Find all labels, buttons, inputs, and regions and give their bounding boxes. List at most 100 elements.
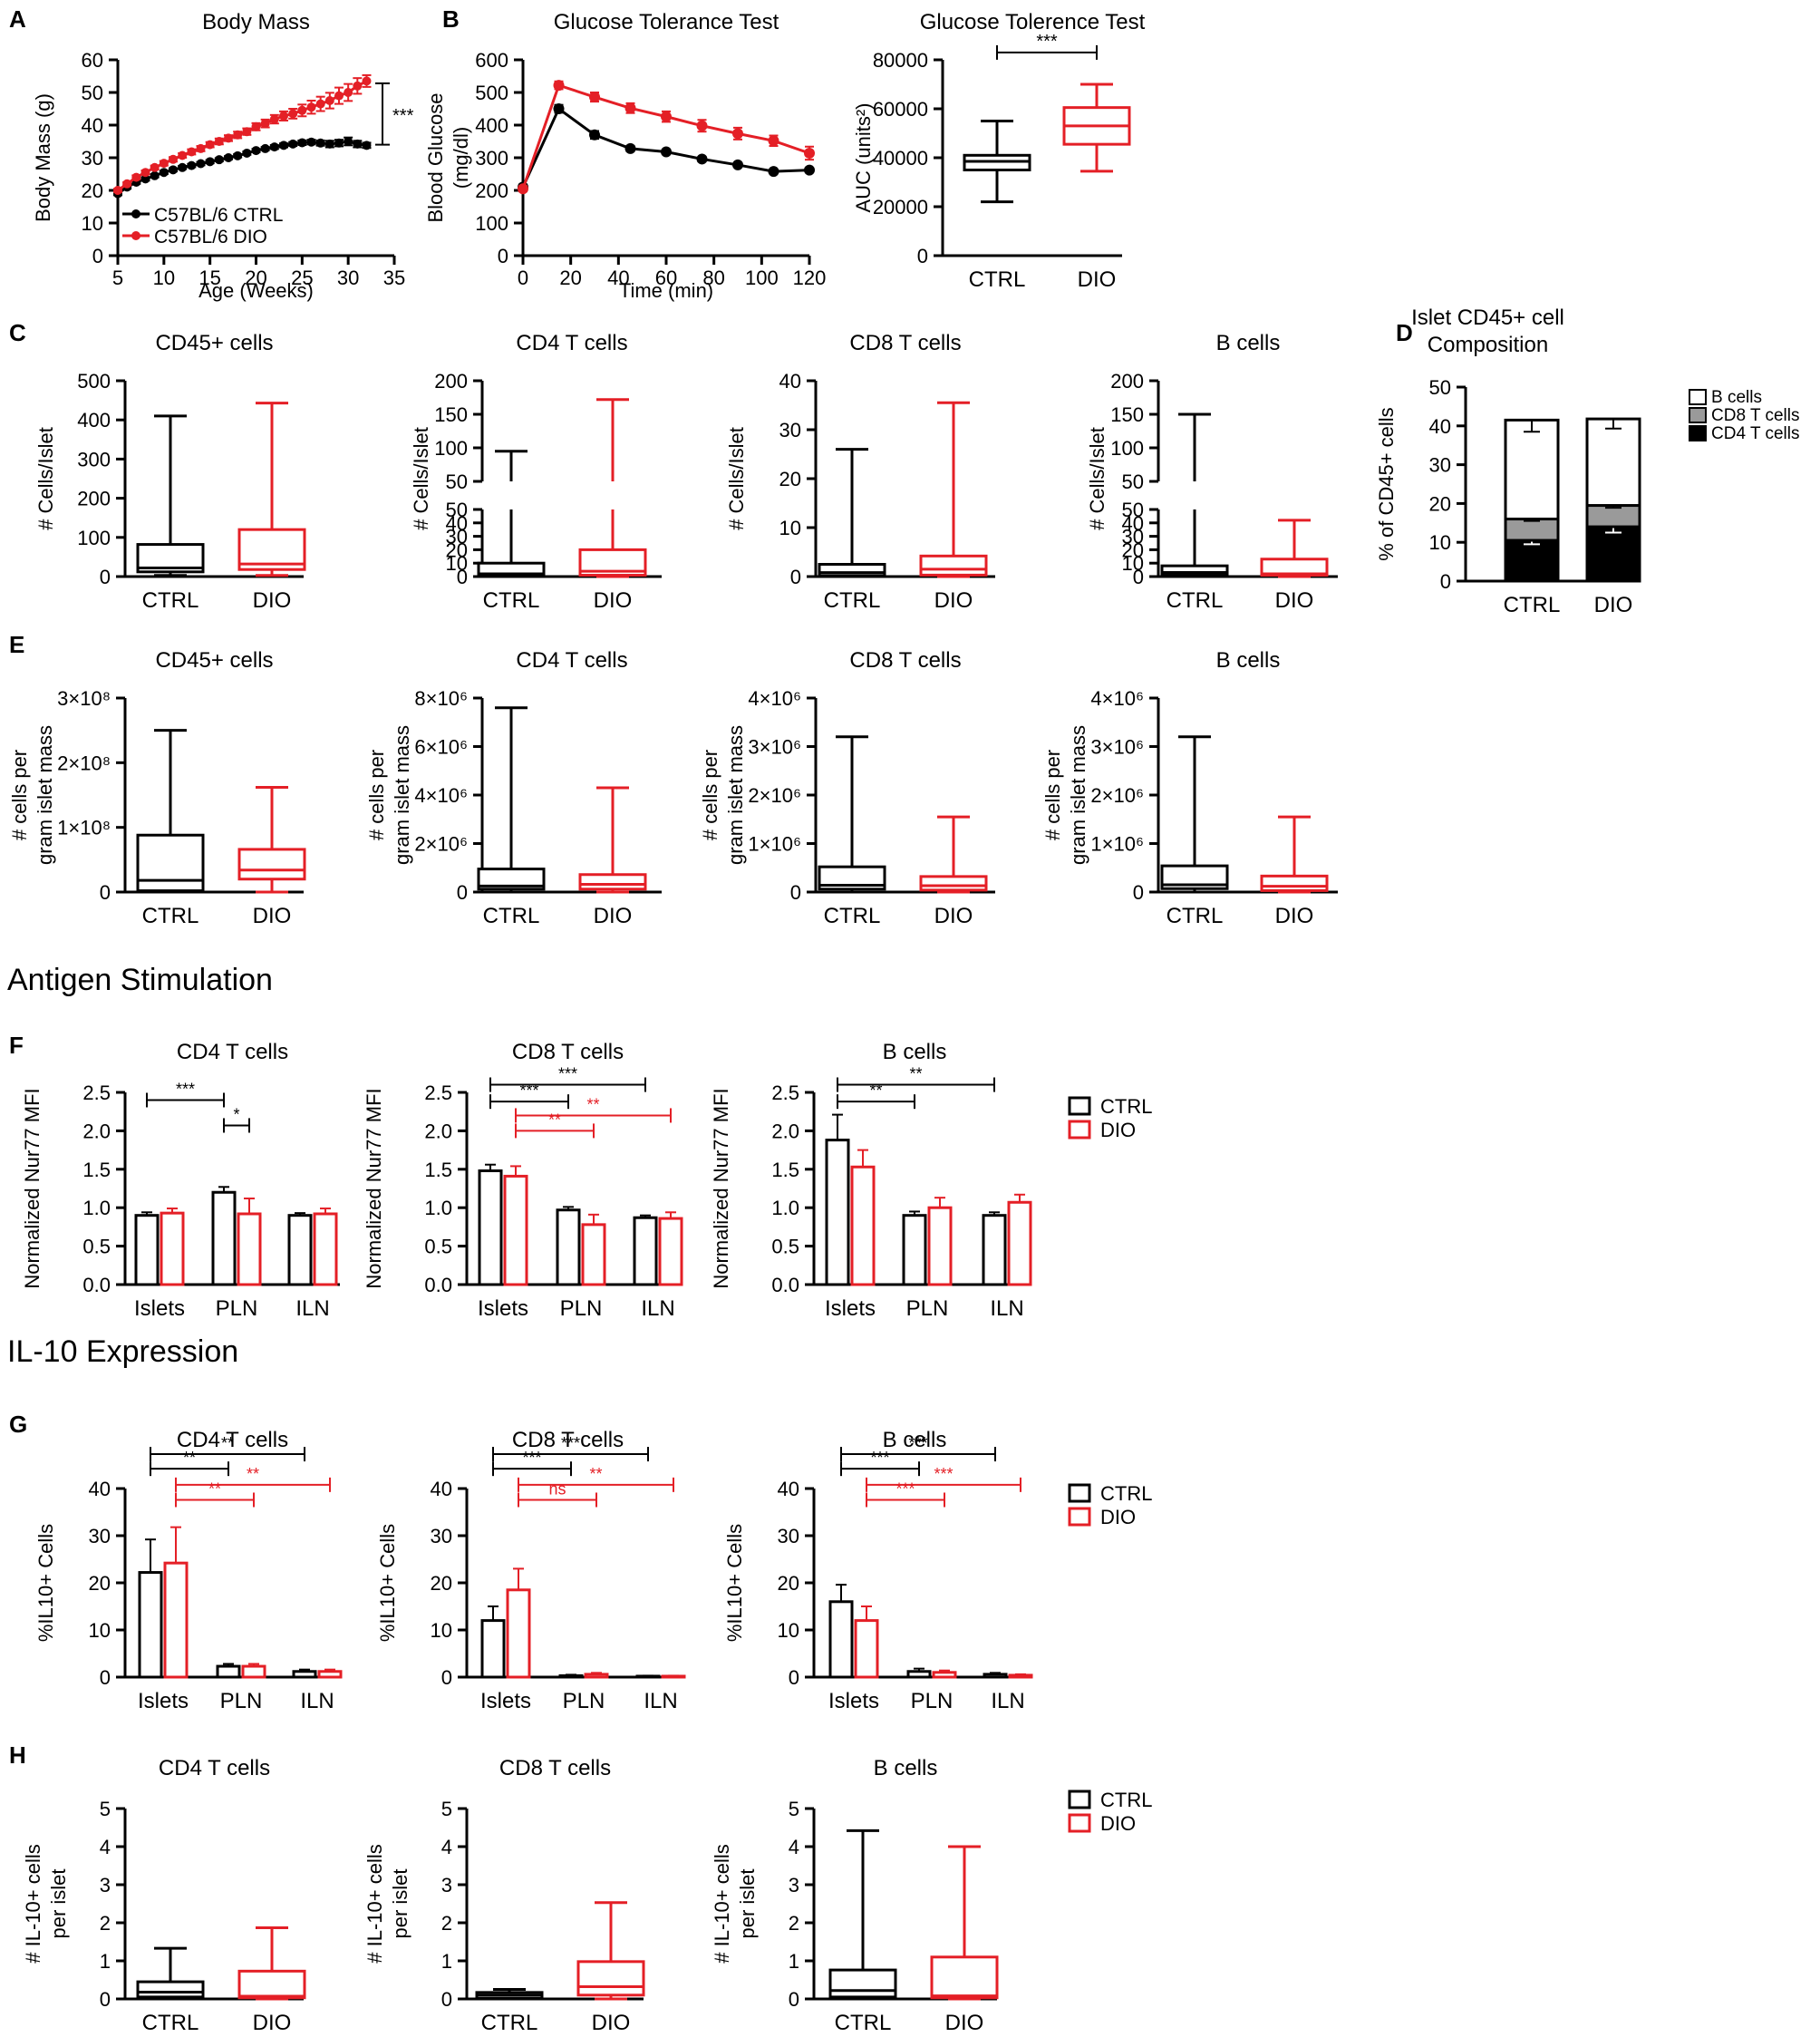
x-tick-label: CTRL [1167,904,1224,928]
y-tick-label: 2 [100,1912,111,1935]
panel-letter: C [9,319,26,346]
box [477,868,546,891]
legend-label: B cells [1711,388,1762,407]
y-tick-label: 10 [446,552,468,575]
bar [211,1190,237,1286]
y-tick-label: 20 [431,1572,452,1595]
box-group [578,398,647,578]
y-tick-label: 60 [82,49,103,72]
data-point [196,159,206,169]
legend-label: C57BL/6 DIO [154,227,267,247]
legend-label: CTRL [1100,1789,1152,1811]
bar [850,1165,876,1286]
chart-title: B cells [874,1756,938,1780]
x-tick-label: CTRL [142,588,199,613]
data-point [353,81,363,91]
data-point [553,80,565,92]
chart-title: CD8 T cells [849,648,961,673]
x-tick-label: CTRL [1167,588,1224,613]
chart-title: B cells [883,1428,947,1452]
bar [661,1674,686,1679]
y-axis-label: Normalized Nur77 MFI [363,1088,385,1288]
data-point [589,92,600,103]
y-tick-label: 4×10⁶ [1090,687,1144,710]
y-axis-label: gram islet mass [1067,725,1089,865]
y-tick-label: 0 [457,566,468,588]
y-axis-label: # Cells/Islet [1086,427,1108,530]
legend-label: DIO [1100,1506,1136,1528]
data-point [269,114,279,124]
legend-swatch [1068,1507,1091,1527]
y-tick-label: 40 [431,1478,452,1500]
y-tick-label: 0.5 [82,1236,111,1258]
y-tick-label: 40 [89,1478,111,1500]
data-point [661,146,672,158]
y-tick-label: 0 [92,245,103,267]
data-point [214,155,224,165]
x-tick-label: 10 [153,267,175,289]
box [919,554,988,577]
data-point [624,102,636,114]
y-tick-label: 0 [100,881,111,904]
x-tick-label: Islets [134,1296,185,1321]
data-point [214,137,224,146]
bar [134,1214,160,1286]
x-tick-label: ILN [991,1689,1024,1713]
data-point [518,183,528,195]
data-point [288,109,298,119]
chart-title: CD4 T cells [177,1428,288,1452]
significance-label: ** [247,1465,259,1483]
y-tick-label: 4 [441,1836,452,1858]
box-group [1260,519,1329,578]
box-group [919,815,988,894]
bar [556,1208,581,1286]
y-tick-label: 2.5 [424,1082,452,1104]
chart-title: CD8 T cells [499,1756,611,1780]
x-tick-label: CTRL [142,904,199,928]
y-tick-label: 100 [1110,437,1144,460]
data-point [362,141,372,150]
x-tick-label: ILN [644,1689,677,1713]
y-axis-label: per islet [389,1868,411,1938]
legend-swatch [1689,389,1707,405]
box [136,833,205,893]
bar [581,1223,606,1286]
data-point [150,162,160,172]
y-tick-label: 30 [1429,454,1451,477]
y-axis-label: # cells per [1041,750,1064,840]
significance-label: *** [519,1082,538,1100]
y-tick-label: 20 [1429,492,1451,515]
y-tick-label: 5 [441,1798,452,1820]
legend-label: CTRL [1100,1482,1152,1505]
x-tick-label: ILN [295,1296,329,1321]
box-group [237,1925,306,2001]
y-tick-label: 30 [778,1525,799,1547]
panel-letter: B [442,5,460,33]
bar [983,1673,1008,1679]
y-tick-label: 1×10⁶ [1090,833,1144,856]
data-point [732,128,743,140]
data-point [251,146,261,156]
bar [902,1214,927,1286]
box-group [136,1946,205,2001]
y-tick-label: 20 [778,1572,799,1595]
chart-title: CD45+ cells [155,648,273,673]
data-point [205,140,215,150]
box-group [1062,82,1131,173]
y-axis-label: # cells per [699,750,721,840]
data-point [224,133,233,143]
panel-letter: H [9,1741,26,1769]
data-point [306,102,316,112]
x-tick-label: 80 [702,267,724,289]
x-tick-label: DIO [1275,904,1314,928]
y-tick-label: 0.0 [771,1274,799,1296]
x-tick-label: 0 [518,267,528,289]
y-tick-label: 5 [789,1798,799,1820]
x-tick-label: PLN [560,1296,603,1321]
data-point [324,139,334,149]
data-point [306,137,316,147]
y-tick-label: 0 [441,1666,452,1689]
box-group [1160,735,1229,894]
data-point [242,148,252,158]
x-tick-label: CTRL [969,267,1026,292]
